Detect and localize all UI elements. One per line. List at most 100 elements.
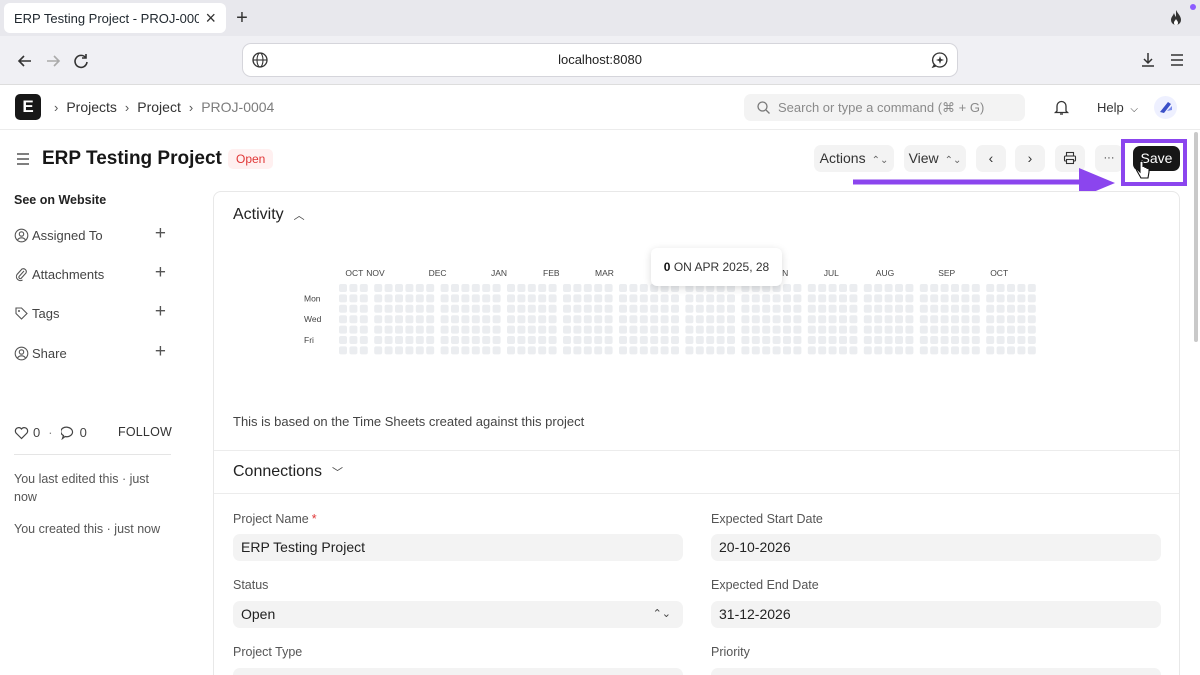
heatmap-cell[interactable] <box>839 346 847 355</box>
heatmap-cell[interactable] <box>563 325 571 334</box>
heatmap-cell[interactable] <box>807 325 816 334</box>
heatmap-cell[interactable] <box>1007 325 1015 334</box>
heatmap-cell[interactable] <box>807 294 816 303</box>
heatmap-cell[interactable] <box>1007 336 1015 344</box>
forward-arrow-icon[interactable] <box>42 50 64 72</box>
sidebar-item-share[interactable]: Share + <box>14 341 172 363</box>
heatmap-cell[interactable] <box>507 336 515 344</box>
heatmap-cell[interactable] <box>440 315 449 324</box>
heatmap-cell[interactable] <box>828 336 837 344</box>
sidebar-item-assigned-to[interactable]: Assigned To + <box>14 223 172 245</box>
heatmap-cell[interactable] <box>783 315 791 324</box>
heatmap-cell[interactable] <box>1017 346 1026 355</box>
heatmap-cell[interactable] <box>471 325 480 334</box>
heatmap-cell[interactable] <box>1027 325 1036 334</box>
heatmap-cell[interactable] <box>604 284 613 292</box>
heatmap-cell[interactable] <box>930 315 939 324</box>
heatmap-cell[interactable] <box>772 304 781 313</box>
heatmap-cell[interactable] <box>349 304 358 313</box>
heatmap-cell[interactable] <box>884 304 893 313</box>
heatmap-cell[interactable] <box>741 294 750 303</box>
heatmap-cell[interactable] <box>895 325 903 334</box>
heatmap-cell[interactable] <box>716 294 725 303</box>
heatmap-cell[interactable] <box>660 346 669 355</box>
heatmap-cell[interactable] <box>930 336 939 344</box>
heatmap-cell[interactable] <box>793 336 802 344</box>
heatmap-cell[interactable] <box>1017 284 1026 292</box>
heatmap-cell[interactable] <box>583 315 592 324</box>
heatmap-cell[interactable] <box>415 336 424 344</box>
heatmap-cell[interactable] <box>619 346 627 355</box>
heatmap-cell[interactable] <box>905 304 914 313</box>
heatmap-cell[interactable] <box>573 346 582 355</box>
heatmap-cell[interactable] <box>762 336 771 344</box>
heatmap-cell[interactable] <box>660 315 669 324</box>
heatmap-cell[interactable] <box>583 284 592 292</box>
heatmap-cell[interactable] <box>793 294 802 303</box>
heatmap-cell[interactable] <box>492 315 501 324</box>
heatmap-cell[interactable] <box>919 315 928 324</box>
heatmap-cell[interactable] <box>895 294 903 303</box>
heatmap-cell[interactable] <box>783 294 791 303</box>
heatmap-cell[interactable] <box>349 315 358 324</box>
heatmap-cell[interactable] <box>716 325 725 334</box>
heatmap-cell[interactable] <box>741 336 750 344</box>
heatmap-cell[interactable] <box>594 284 603 292</box>
heatmap-cell[interactable] <box>507 284 515 292</box>
heatmap-cell[interactable] <box>573 325 582 334</box>
heatmap-cell[interactable] <box>695 325 704 334</box>
heatmap-cell[interactable] <box>395 315 403 324</box>
heatmap-cell[interactable] <box>986 315 995 324</box>
heatmap-cell[interactable] <box>349 336 358 344</box>
heatmap-cell[interactable] <box>671 315 679 324</box>
heatmap-cell[interactable] <box>384 294 393 303</box>
heatmap-cell[interactable] <box>604 294 613 303</box>
heatmap-cell[interactable] <box>471 284 480 292</box>
assistant-icon[interactable] <box>931 51 949 69</box>
heatmap-cell[interactable] <box>971 284 980 292</box>
heatmap-cell[interactable] <box>895 304 903 313</box>
heatmap-cell[interactable] <box>849 346 858 355</box>
heatmap-cell[interactable] <box>451 336 459 344</box>
heatmap-cell[interactable] <box>695 336 704 344</box>
heatmap-cell[interactable] <box>874 294 883 303</box>
heatmap-cell[interactable] <box>395 294 403 303</box>
heatmap-cell[interactable] <box>1027 315 1036 324</box>
heatmap-cell[interactable] <box>986 304 995 313</box>
heatmap-cell[interactable] <box>349 325 358 334</box>
heatmap-cell[interactable] <box>685 304 694 313</box>
heatmap-cell[interactable] <box>783 304 791 313</box>
heatmap-cell[interactable] <box>461 284 470 292</box>
heatmap-cell[interactable] <box>482 284 491 292</box>
heatmap-cell[interactable] <box>482 315 491 324</box>
heatmap-cell[interactable] <box>538 346 547 355</box>
heatmap-cell[interactable] <box>650 336 659 344</box>
heatmap-cell[interactable] <box>930 346 939 355</box>
heatmap-cell[interactable] <box>492 294 501 303</box>
view-button[interactable]: View ⌃⌄ <box>904 145 966 172</box>
heatmap-cell[interactable] <box>384 304 393 313</box>
heatmap-cell[interactable] <box>359 315 368 324</box>
heatmap-cell[interactable] <box>507 346 515 355</box>
heatmap-cell[interactable] <box>919 346 928 355</box>
heatmap-cell[interactable] <box>1017 315 1026 324</box>
reload-icon[interactable] <box>70 50 92 72</box>
heatmap-cell[interactable] <box>619 294 627 303</box>
close-tab-icon[interactable]: × <box>205 8 216 28</box>
heatmap-cell[interactable] <box>374 325 383 334</box>
heatmap-cell[interactable] <box>751 325 760 334</box>
heatmap-cell[interactable] <box>650 294 659 303</box>
heatmap-cell[interactable] <box>849 284 858 292</box>
heatmap-cell[interactable] <box>395 346 403 355</box>
heatmap-cell[interactable] <box>604 336 613 344</box>
heatmap-cell[interactable] <box>695 284 704 292</box>
heatmap-cell[interactable] <box>807 336 816 344</box>
heatmap-cell[interactable] <box>1007 294 1015 303</box>
heatmap-cell[interactable] <box>874 315 883 324</box>
address-bar[interactable]: localhost:8080 <box>243 44 957 76</box>
browser-tab[interactable]: ERP Testing Project - PROJ-000 × <box>4 3 226 33</box>
add-tag-icon[interactable]: + <box>154 301 166 322</box>
heatmap-cell[interactable] <box>685 336 694 344</box>
heatmap-cell[interactable] <box>527 315 536 324</box>
heatmap-cell[interactable] <box>905 294 914 303</box>
